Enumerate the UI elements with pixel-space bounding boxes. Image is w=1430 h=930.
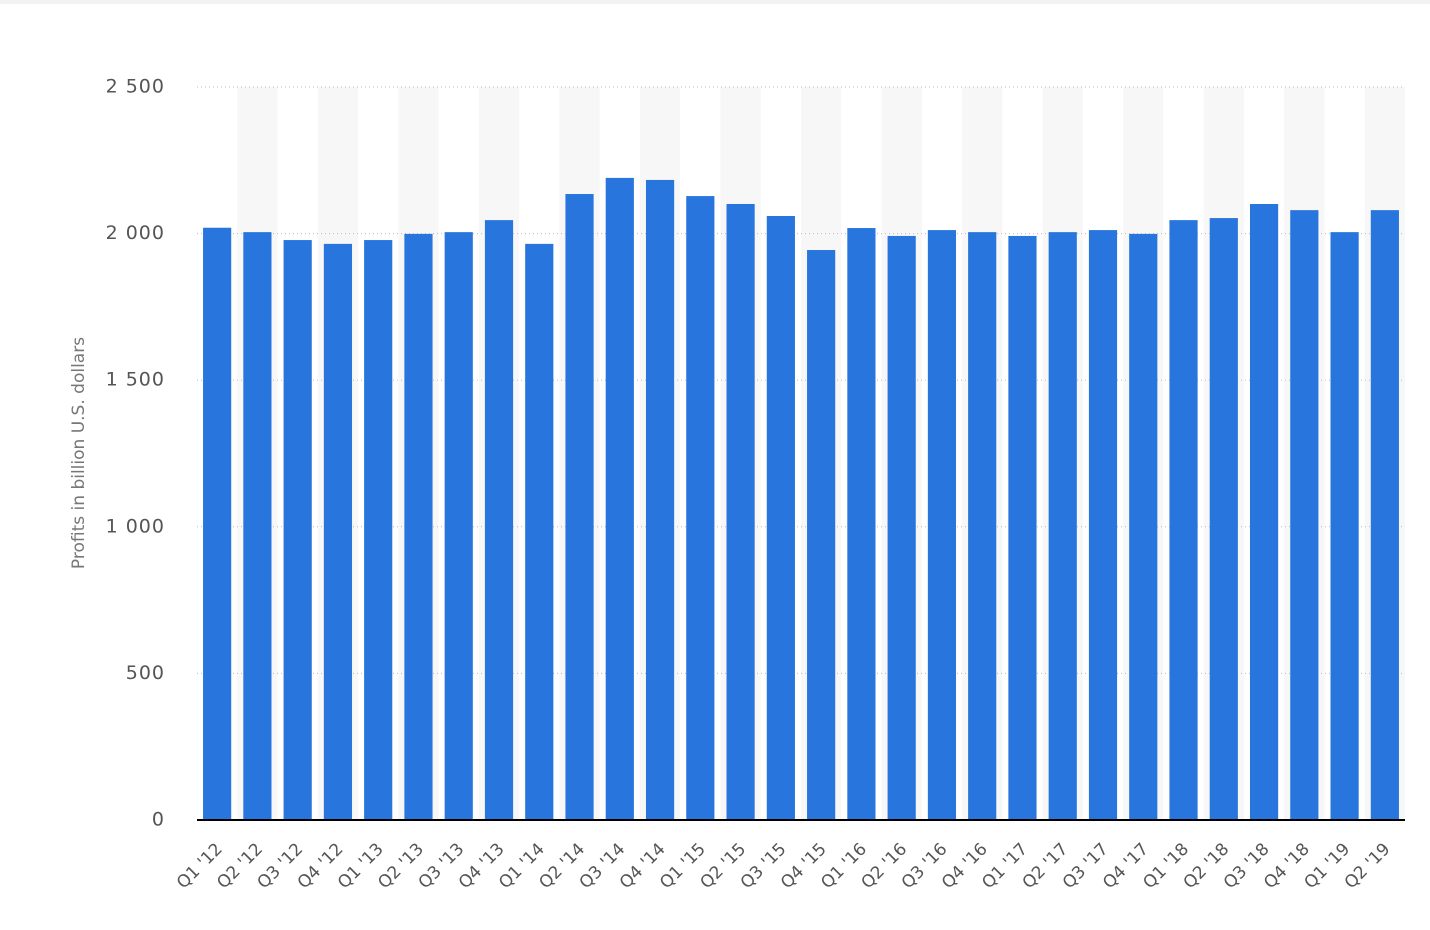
bar	[1048, 232, 1077, 820]
bar	[364, 240, 393, 820]
bar	[444, 232, 473, 820]
bar	[1370, 210, 1399, 821]
y-tick-label: 2 000	[106, 222, 165, 244]
bar	[1330, 232, 1359, 820]
y-tick-label: 500	[126, 662, 165, 684]
bar	[927, 230, 957, 820]
bar	[1088, 230, 1118, 820]
y-tick-label: 0	[152, 809, 165, 831]
bar	[686, 196, 715, 820]
bar	[565, 194, 594, 820]
bar	[645, 179, 675, 820]
bar	[1249, 203, 1279, 820]
bar	[1169, 220, 1198, 820]
bar	[404, 233, 433, 821]
bar	[887, 235, 916, 820]
bar	[726, 203, 755, 820]
bar	[484, 220, 514, 820]
bar	[968, 232, 997, 820]
bar	[605, 177, 634, 821]
bar	[525, 243, 554, 820]
top-border	[0, 0, 1430, 4]
y-tick-label: 2 500	[106, 76, 165, 98]
x-tick-label: Q2 '19	[1341, 839, 1395, 893]
y-tick-label: 1 500	[106, 369, 165, 391]
y-tick-label: 1 000	[106, 515, 165, 537]
y-axis-label: Profits in billion U.S. dollars	[69, 337, 89, 569]
bar	[766, 216, 795, 820]
bar	[323, 243, 353, 820]
bar	[283, 240, 312, 820]
bar	[1129, 233, 1158, 821]
bar	[203, 227, 232, 821]
bar	[847, 228, 876, 821]
bar	[1290, 210, 1319, 821]
bar	[243, 232, 272, 820]
bar	[1008, 235, 1037, 820]
bar	[1209, 218, 1238, 820]
bar	[807, 250, 836, 821]
